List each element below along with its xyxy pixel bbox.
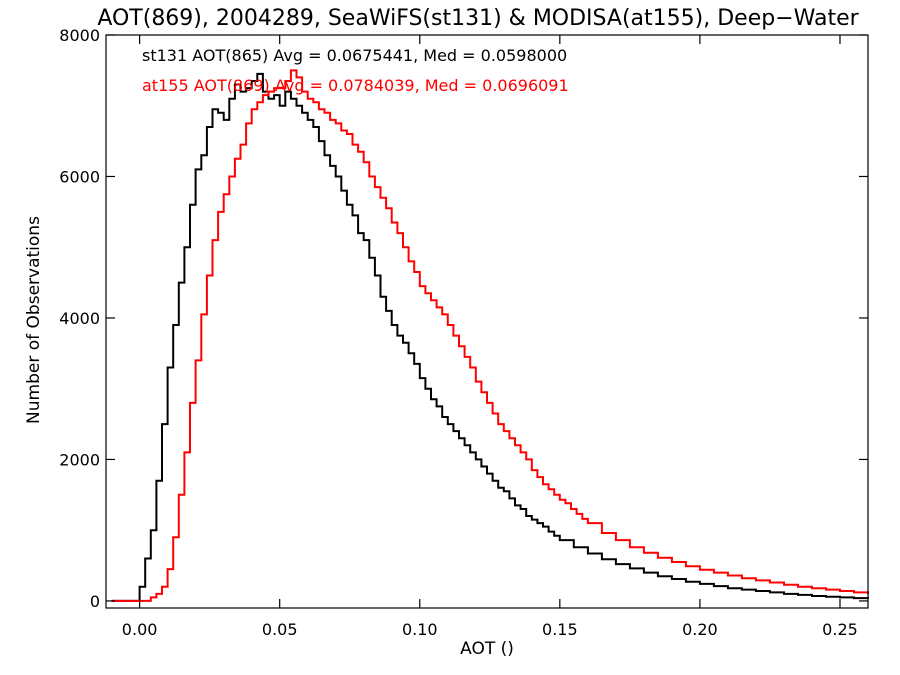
y-tick-label: 6000 (59, 167, 100, 186)
y-axis-title: Number of Observations (24, 216, 44, 424)
histogram-series-1 (111, 72, 869, 602)
plot-frame (105, 34, 869, 609)
series-layer (111, 69, 869, 602)
x-tick-label: 0.25 (822, 620, 858, 639)
histogram-series-2 (111, 69, 869, 602)
y-tick-label: 8000 (59, 26, 100, 45)
x-tick-label: 0.00 (122, 620, 158, 639)
y-tick-label: 2000 (59, 450, 100, 469)
x-tick-label: 0.15 (542, 620, 578, 639)
chart-title: AOT(869), 2004289, SeaWiFS(st131) & MODI… (97, 6, 859, 31)
x-axis-title: AOT () (460, 639, 514, 659)
x-tick-label: 0.20 (682, 620, 718, 639)
annotation-at155: at155 AOT(869) Avg = 0.0784039, Med = 0.… (142, 76, 569, 95)
x-tick-label: 0.10 (402, 620, 438, 639)
y-tick-label: 4000 (59, 309, 100, 328)
x-tick-label: 0.05 (262, 620, 298, 639)
y-tick-label: 0 (90, 592, 100, 611)
annotation-st131: st131 AOT(865) Avg = 0.0675441, Med = 0.… (142, 46, 567, 65)
axis-ticks: 0.00 0.05 0.10 0.15 0.20 0.25 0 2000 4000 6000 800… (59, 26, 868, 639)
